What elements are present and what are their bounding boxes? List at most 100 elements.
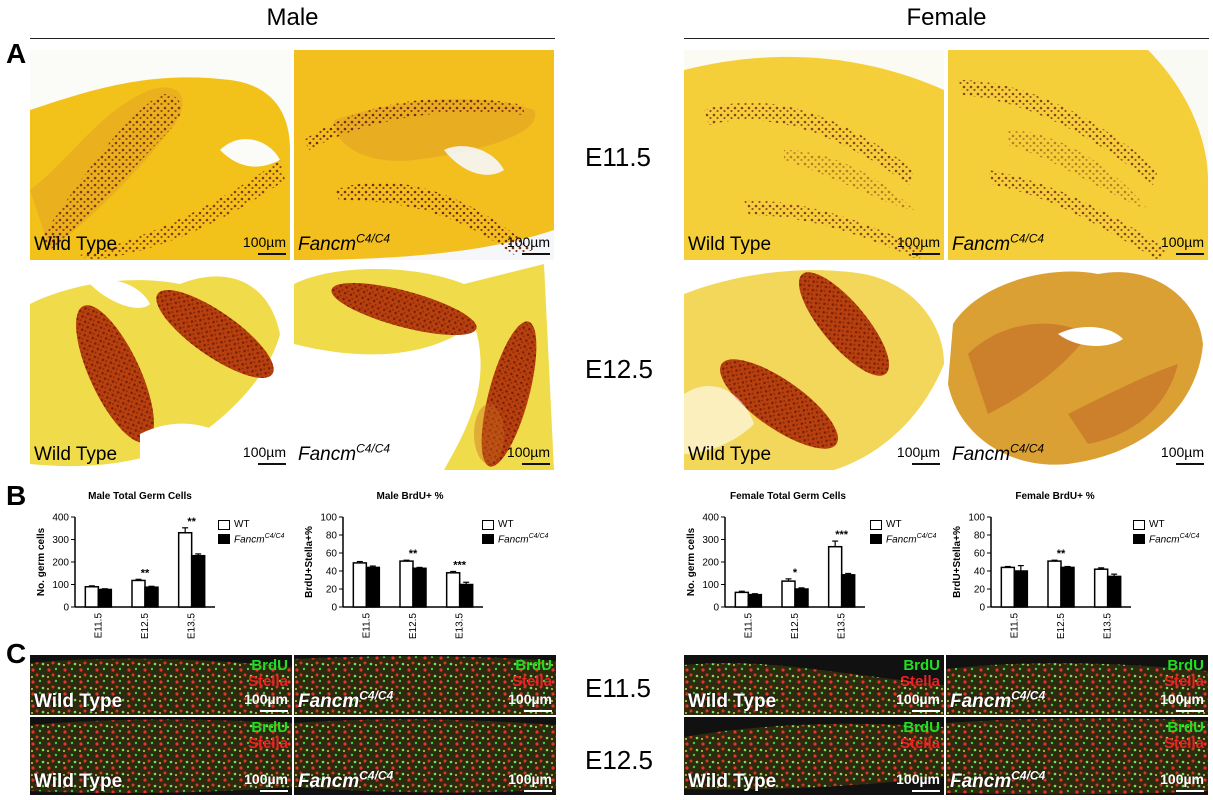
legend-swatch-mut	[482, 534, 494, 545]
y-tick-label: 300	[52, 535, 69, 546]
bar-mut	[190, 554, 206, 608]
genotype-label: FancmC4/C4	[298, 442, 390, 466]
scale-label: 100µm	[1160, 691, 1204, 707]
genotype-fancm: FancmC4/C4	[298, 441, 391, 465]
legend-female-total: WT FancmC4/C4	[870, 519, 936, 548]
female-header: Female	[906, 4, 987, 31]
y-tick-label: 60	[326, 549, 338, 560]
fluorescence-image	[946, 718, 1208, 795]
y-tick-label: 400	[702, 513, 719, 524]
bar-wt	[1000, 566, 1016, 608]
fluorescence-male-e115-wildtype: Wild Type BrdU Stella 100µm	[30, 655, 292, 715]
scale-bar	[258, 253, 286, 255]
x-tick-label: E12.5	[408, 613, 419, 640]
fluorescence-female-e125-wildtype: Wild Type BrdU Stella 100µm	[684, 717, 944, 795]
significance-marker: **	[141, 567, 150, 579]
y-tick-label: 100	[968, 513, 985, 524]
scale-bar	[912, 463, 940, 465]
channel-label-stella: Stella	[247, 673, 288, 690]
y-tick-label: 40	[326, 567, 338, 578]
micrograph-image	[294, 264, 554, 470]
chart-female-total-germ-cells: No. germ cells 0 100 200 300 400 E11.5 * E12.5 **…	[686, 513, 865, 639]
channel-label-brdu: BrdU	[251, 719, 288, 736]
scale-bar	[912, 790, 940, 792]
scale-label: 100µm	[1160, 444, 1204, 460]
legend-swatch-wt	[870, 519, 882, 530]
bar-mut	[365, 566, 381, 608]
bar-wt	[827, 545, 843, 608]
chart-male-brdu-percent: BrdU+Stella+% 0 20 40 60 80 100 E11.5 ** E12.5 ***…	[304, 513, 483, 640]
channel-label-stella: Stella	[899, 673, 940, 690]
y-tick-label: 0	[713, 603, 719, 614]
bar-mut	[97, 588, 113, 608]
bar-mut	[794, 588, 809, 608]
genotype-label: FancmC4/C4	[298, 688, 394, 712]
micrograph-image	[948, 50, 1208, 260]
genotype-fancm: FancmC4/C4	[952, 231, 1045, 255]
channel-label-stella: Stella	[247, 735, 288, 752]
bar-mut	[458, 583, 474, 608]
scale-label: 100µm	[896, 234, 940, 250]
fluorescence-image	[294, 719, 556, 793]
channel-label-brdu: BrdU	[1167, 719, 1204, 736]
fluorescence-female-e115-fancm: FancmC4/C4 BrdU Stella 100µm	[946, 655, 1208, 715]
fluorescence-male-e125-fancm: FancmC4/C4 100µm	[294, 717, 556, 795]
legend-male-brdu: WT FancmC4/C4	[482, 519, 548, 548]
genotype-label: Wild Type	[688, 234, 772, 255]
channel-label-brdu: BrdU	[1167, 657, 1204, 674]
chart-female-brdu-percent: BrdU+Stella+% 0 20 40 60 80 100 E11.5 ** E12.5 E13…	[952, 513, 1131, 639]
bar-mut	[412, 567, 427, 608]
genotype-label: FancmC4/C4	[952, 442, 1044, 466]
significance-marker: ***	[453, 559, 467, 571]
scale-bar	[522, 253, 550, 255]
scale-bar	[260, 710, 288, 712]
panel-letter-c: C	[6, 638, 27, 669]
bar-wt	[1047, 560, 1062, 608]
scale-label: 100µm	[896, 444, 940, 460]
genotype-label: Wild Type	[34, 444, 118, 465]
y-axis-label: No. germ cells	[686, 527, 697, 596]
genotype-label: Wild Type	[34, 234, 118, 255]
micrograph-female-e115-fancm: FancmC4/C4 100µm	[948, 50, 1208, 260]
bar-wt	[177, 532, 193, 608]
genotype-label: FancmC4/C4	[298, 768, 394, 792]
y-tick-label: 20	[326, 585, 338, 596]
scale-bar	[912, 253, 940, 255]
y-axis-label: BrdU+Stella+%	[304, 526, 315, 598]
micrograph-female-e125-fancm: FancmC4/C4 100µm	[948, 264, 1208, 470]
stage-label-a-e115: E11.5	[585, 142, 652, 172]
scale-bar	[524, 790, 552, 792]
chart-title-female-total: Female Total Germ Cells	[730, 491, 846, 502]
scale-bar	[1176, 253, 1204, 255]
fluorescence-male-e115-fancm: FancmC4/C4 BrdU Stella 100µm	[294, 655, 556, 715]
bar-mut	[1060, 566, 1075, 608]
panel-letter-b: B	[6, 480, 27, 511]
x-tick-label: E13.5	[187, 613, 198, 640]
significance-marker: **	[187, 516, 196, 528]
bar-mut	[1013, 570, 1029, 608]
x-tick-label: E13.5	[455, 613, 466, 640]
fluorescence-image	[30, 658, 292, 715]
bar-wt	[84, 586, 100, 608]
female-header-rule	[684, 38, 1209, 39]
x-tick-label: E12.5	[140, 613, 151, 640]
chart-title-male-total: Male Total Germ Cells	[88, 491, 192, 502]
bar-wt	[781, 580, 796, 608]
legend-swatch-mut	[1133, 534, 1145, 545]
significance-marker: *	[793, 567, 798, 579]
legend-swatch-wt	[482, 519, 494, 530]
micrograph-female-e125-wildtype: Wild Type 100µm	[684, 264, 944, 470]
significance-marker: ***	[835, 529, 849, 541]
scale-bar	[524, 710, 552, 712]
micrograph-image	[684, 270, 944, 470]
y-tick-label: 0	[63, 603, 69, 614]
micrograph-image	[30, 276, 280, 470]
channel-label-stella: Stella	[899, 735, 940, 752]
scale-label: 100µm	[506, 444, 550, 460]
bar-wt	[1093, 568, 1109, 608]
scale-label: 100µm	[244, 771, 288, 787]
genotype-label: Wild Type	[34, 771, 123, 792]
bar-wt	[399, 560, 414, 608]
legend-item-wt: WT	[1133, 519, 1199, 530]
legend-item-mut: FancmC4/C4	[870, 533, 936, 545]
